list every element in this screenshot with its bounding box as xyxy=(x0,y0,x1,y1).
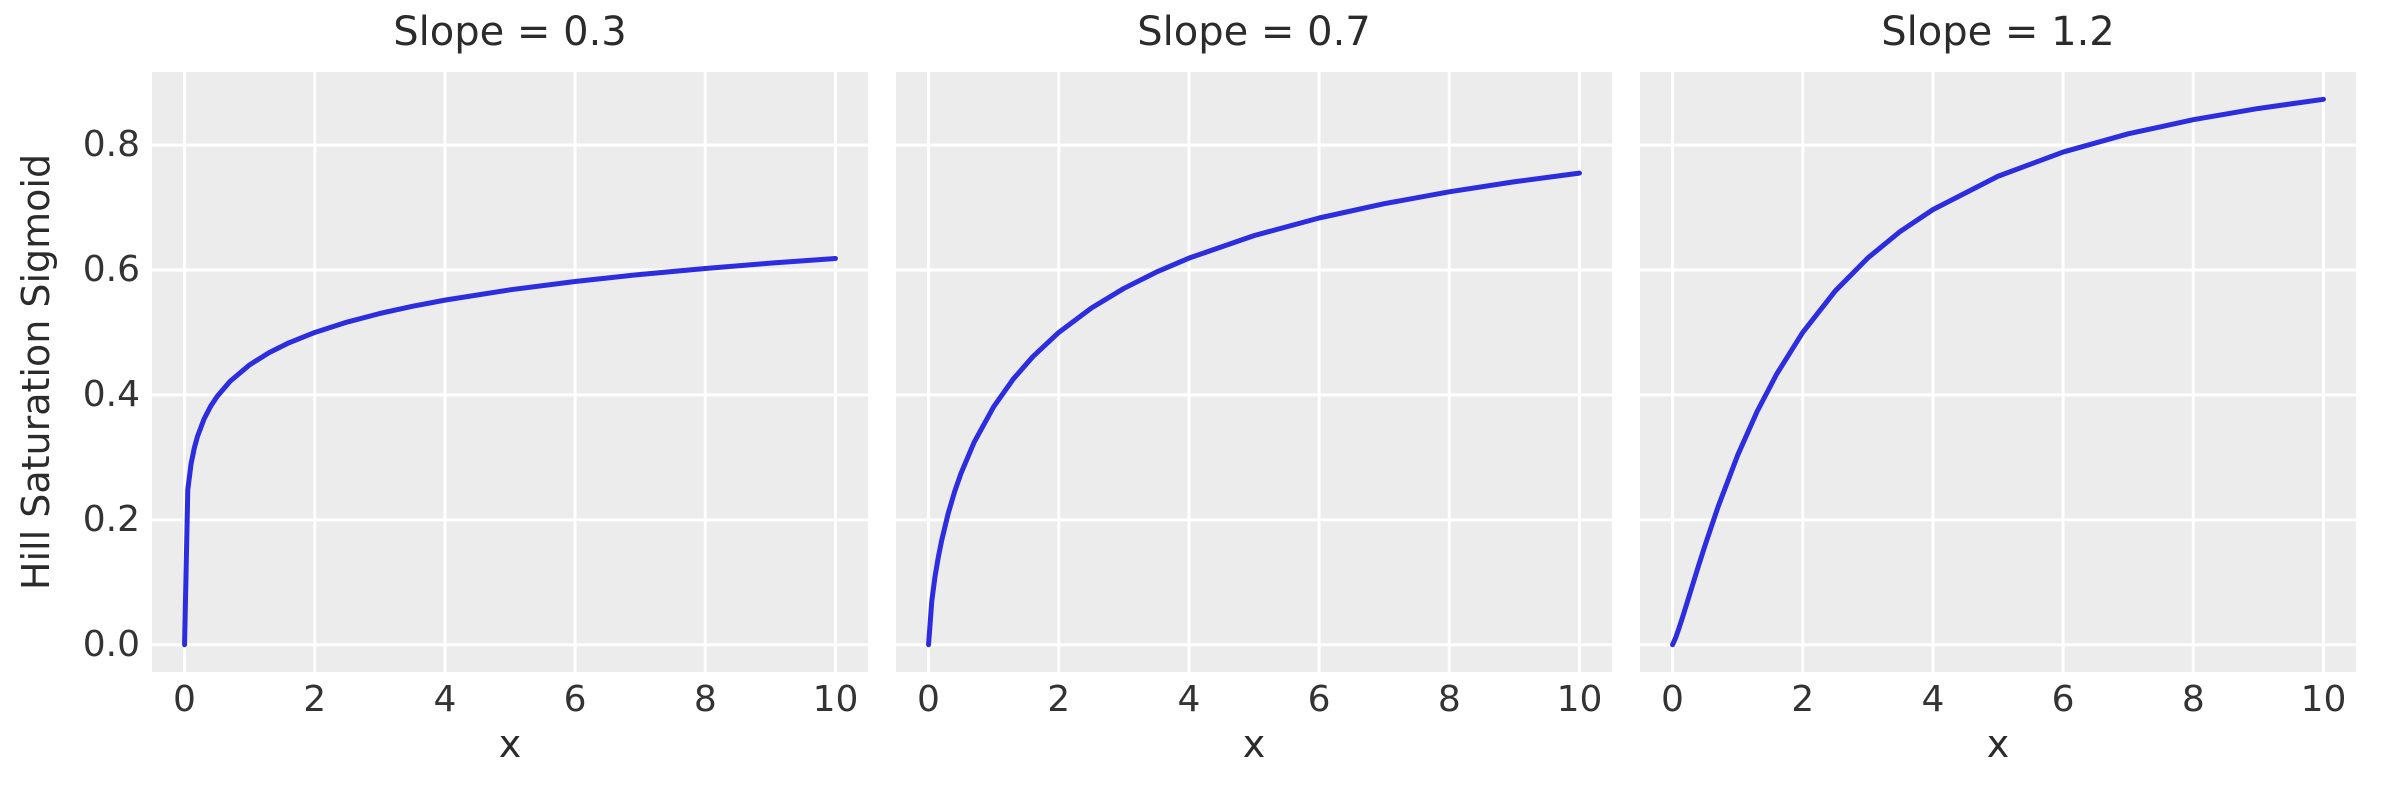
x-tick-label: 6 xyxy=(1307,679,1331,720)
y-tick-label: 0.8 xyxy=(82,124,140,166)
hill-curve xyxy=(1670,96,2326,648)
plot-area xyxy=(896,72,1612,672)
hill-curve xyxy=(926,170,1582,648)
x-tick-label: 4 xyxy=(1921,679,1945,720)
plot-svg xyxy=(152,72,868,672)
subplot-slope-0-3: Slope = 0.3 0 2 4 6 8 10 x xyxy=(152,0,868,800)
plot-area xyxy=(152,72,868,672)
x-tick-label: 10 xyxy=(812,679,859,720)
y-tick-label: 0.0 xyxy=(82,623,140,665)
plot-svg xyxy=(1640,72,2356,672)
subplot-slope-0-7: Slope = 0.7 0 2 4 6 8 10 x xyxy=(896,0,1612,800)
subplot-slope-1-2: Slope = 1.2 0 2 4 6 8 10 x xyxy=(1640,0,2356,800)
x-tick-label: 4 xyxy=(1177,679,1201,720)
x-tick-label: 8 xyxy=(693,679,717,720)
plot-title: Slope = 0.3 xyxy=(393,9,627,55)
x-tick-label: 2 xyxy=(1047,679,1071,720)
y-tick-label: 0.6 xyxy=(82,249,140,290)
x-tick-label: 4 xyxy=(433,679,457,720)
x-tick-label: 6 xyxy=(563,679,587,720)
x-tick-label: 10 xyxy=(2300,679,2347,720)
x-axis-label: x xyxy=(498,722,522,766)
x-tick-label: 8 xyxy=(2181,679,2205,720)
hill-curve xyxy=(182,256,838,648)
x-tick-label: 2 xyxy=(1791,679,1815,720)
plot-svg xyxy=(896,72,1612,672)
x-tick-label: 8 xyxy=(1437,679,1461,720)
plot-area xyxy=(1640,72,2356,672)
x-axis-label: x xyxy=(1242,722,1266,766)
x-tick-label: 0 xyxy=(173,679,196,720)
y-tick-label: 0.2 xyxy=(82,498,140,540)
x-tick-label: 0 xyxy=(1661,679,1684,720)
y-tick-label: 0.4 xyxy=(82,373,140,415)
plot-title: Slope = 1.2 xyxy=(1881,9,2115,55)
x-axis-label: x xyxy=(1986,722,2010,766)
plot-title: Slope = 0.7 xyxy=(1137,9,1371,55)
x-tick-label: 2 xyxy=(303,679,327,720)
x-tick-label: 6 xyxy=(2051,679,2075,720)
x-tick-label: 10 xyxy=(1556,679,1603,720)
x-tick-label: 0 xyxy=(917,679,940,720)
